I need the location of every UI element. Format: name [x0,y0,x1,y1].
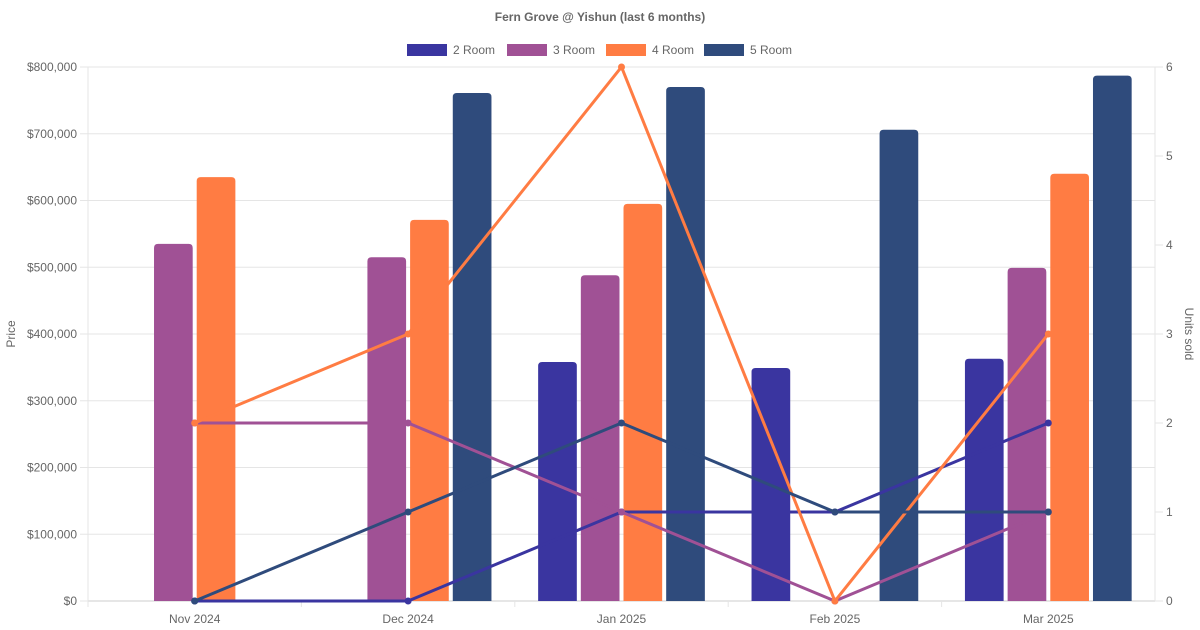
legend-item[interactable]: 2 Room [407,43,495,57]
point-4-room [831,597,839,605]
bar-5-room [1092,75,1132,602]
y-tick-label: $800,000 [27,60,77,74]
y-axis-right: 0 1 2 3 4 5 6 [1155,60,1173,608]
legend-swatch [704,44,744,56]
bar-3-room [1007,267,1047,601]
y-tick-label: $0 [64,594,78,608]
legend-label: 5 Room [750,43,792,57]
y2-tick-label: 6 [1166,60,1173,74]
legend-label: 4 Room [652,43,694,57]
bar-2-room [964,358,1004,601]
y2-tick-label: 5 [1166,149,1173,163]
point-2-room [1044,419,1052,427]
x-tick-label: Dec 2024 [382,612,434,626]
point-4-room [1044,330,1052,338]
point-3-room [618,508,625,516]
y-tick-label: $600,000 [27,194,77,208]
y2-tick-label: 1 [1166,505,1173,519]
y2-tick-label: 2 [1166,416,1173,430]
bar-5-room [879,129,919,601]
legend-swatch [606,44,646,56]
legend-label: 3 Room [553,43,595,57]
legend-swatch [407,44,447,56]
y-tick-label: $700,000 [27,127,77,141]
bar-5-room [452,93,492,601]
point-5-room [831,508,839,516]
y-tick-label: $300,000 [27,394,77,408]
bar-4-room [1050,173,1089,602]
point-4-room [618,63,625,71]
bar-4-room [623,203,663,601]
x-tick-label: Jan 2025 [597,612,647,626]
x-tick-label: Feb 2025 [810,612,861,626]
chart-title: Fern Grove @ Yishun (last 6 months) [495,10,705,24]
y-axis-title: Price [4,320,18,348]
y-axis-left: $0 $100,000 $200,000 $300,000 $400,000 $500,0… [27,60,88,608]
y2-axis-title: Units sold [1182,308,1196,361]
bar-5-room [666,87,705,601]
bar-4-room [410,219,449,602]
bar-3-room [580,275,620,601]
bar-4-room [196,177,236,601]
point-5-room [1044,508,1052,516]
legend-item[interactable]: 5 Room [704,43,792,57]
bar-3-room [367,257,407,601]
bar-3-room [154,243,193,601]
legend-item[interactable]: 4 Room [606,43,694,57]
y2-tick-label: 4 [1166,238,1173,252]
point-5-room [404,508,412,516]
point-5-room [618,419,625,427]
point-4-room [404,330,412,338]
bar-2-room [538,362,577,601]
x-axis: Nov 2024 Dec 2024 Jan 2025 Feb 2025 Mar 2025 [87,601,1074,626]
y-tick-label: $100,000 [27,527,77,541]
point-5-room [191,597,199,605]
point-2-room [404,597,412,605]
y2-tick-label: 3 [1166,327,1173,341]
legend: 2 Room 3 Room 4 Room 5 Room [407,43,792,57]
legend-label: 2 Room [453,43,495,57]
y-tick-label: $200,000 [27,461,77,475]
x-tick-label: Nov 2024 [169,612,221,626]
legend-item[interactable]: 3 Room [507,43,595,57]
point-3-room [404,419,412,427]
point-4-room [191,419,199,427]
y2-tick-label: 0 [1166,594,1173,608]
x-tick-label: Mar 2025 [1023,612,1074,626]
legend-swatch [507,44,547,56]
lines [191,63,1052,605]
y-tick-label: $500,000 [27,260,77,274]
y-tick-label: $400,000 [27,327,77,341]
bars [154,75,1132,602]
